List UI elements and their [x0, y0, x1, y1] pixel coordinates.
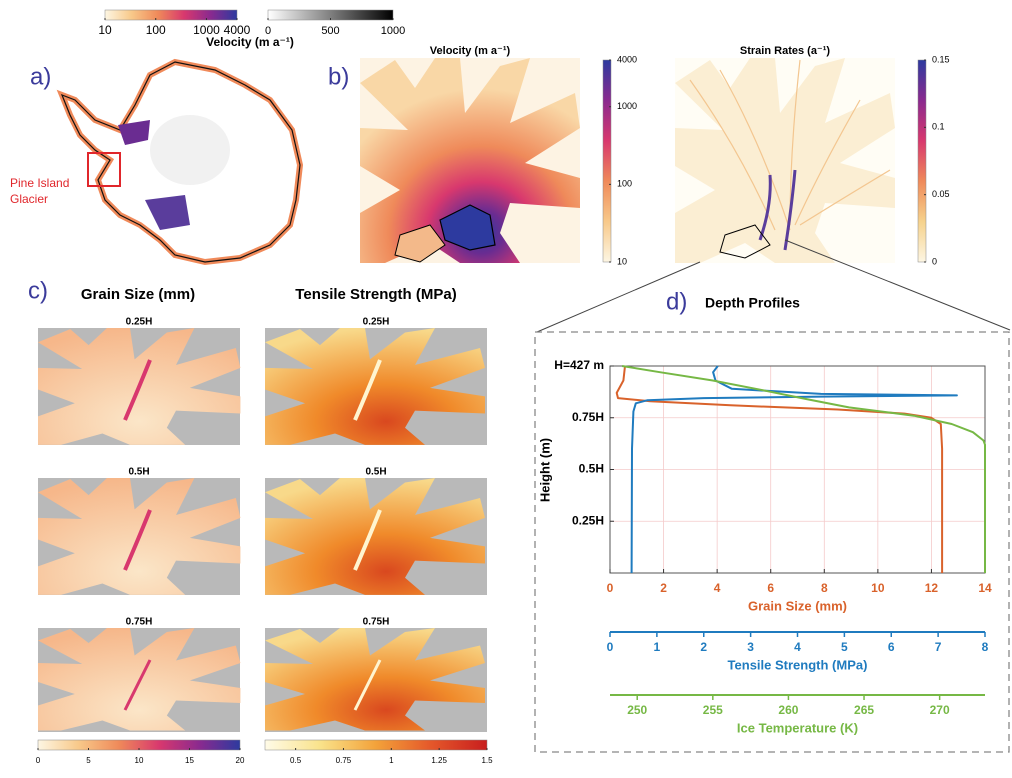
- x-tick-label: 1: [654, 640, 661, 654]
- strain-rate-map: [675, 58, 895, 263]
- x-tick-label: 260: [778, 703, 798, 717]
- y-tick-label: H=427 m: [554, 358, 604, 372]
- colorbar-tick-label: 15: [185, 756, 194, 765]
- colorbar-tick-label: 500: [321, 25, 339, 37]
- x-tick-label: 3: [747, 640, 754, 654]
- colorbar-tick-label: 4000: [617, 54, 637, 64]
- map-row-title: 0.75H: [126, 617, 153, 628]
- x-tick-label: 5: [841, 640, 848, 654]
- colorbar-tick-label: 0: [36, 756, 41, 765]
- x-tick-label: 250: [627, 703, 647, 717]
- colorbar-tick-label: 0.1: [932, 122, 945, 132]
- colorbar-tick-label: 1.25: [431, 756, 447, 765]
- colorbar-tick-label: 10: [617, 256, 627, 266]
- x-tick-label: 12: [925, 581, 939, 595]
- x-tick-label: 6: [888, 640, 895, 654]
- velocity-colorbar-title: Velocity (m a⁻¹): [206, 35, 294, 49]
- x-axis-title: Grain Size (mm): [748, 598, 847, 613]
- column-title: Grain Size (mm): [81, 286, 195, 303]
- x-tick-label: 8: [821, 581, 828, 595]
- x-tick-label: 8: [982, 640, 989, 654]
- map-row-title: 0.75H: [363, 617, 390, 628]
- colorbar-tick-label: 1.5: [481, 756, 493, 765]
- chart-title: Depth Profiles: [705, 295, 800, 311]
- colorbar: [918, 60, 926, 262]
- grain-size-maps: [38, 328, 240, 732]
- x-tick-label: 270: [930, 703, 950, 717]
- colorbar-tick-label: 100: [617, 179, 632, 189]
- colorbar-tick-label: 5: [86, 756, 91, 765]
- x-tick-label: 4: [714, 581, 721, 595]
- column-title: Tensile Strength (MPa): [295, 286, 456, 303]
- x-tick-label: 255: [703, 703, 723, 717]
- y-tick-label: 0.75H: [572, 410, 604, 424]
- x-tick-label: 4: [794, 640, 801, 654]
- y-axis-title: Height (m): [537, 438, 552, 502]
- x-tick-label: 265: [854, 703, 874, 717]
- map-row-title: 0.25H: [363, 317, 390, 328]
- map-title: Strain Rates (a⁻¹): [740, 45, 830, 57]
- x-tick-label: 0: [607, 640, 614, 654]
- colorbar-tick-label: 0.05: [932, 189, 950, 199]
- x-tick-label: 2: [660, 581, 667, 595]
- colorbar-tick-label: 4000: [224, 23, 251, 37]
- x-tick-label: 10: [871, 581, 885, 595]
- colorbar: [265, 740, 487, 750]
- panel-label: d): [666, 288, 687, 315]
- y-tick-label: 0.5H: [579, 462, 604, 476]
- y-tick-label: 0.25H: [572, 513, 604, 527]
- annotation: Glacier: [10, 192, 48, 206]
- colorbar-tick-label: 100: [146, 23, 166, 37]
- x-tick-label: 14: [978, 581, 992, 595]
- annotation: Pine Island: [10, 176, 69, 190]
- colorbar-tick-label: 0.5: [290, 756, 302, 765]
- panel-label: c): [28, 277, 48, 304]
- x-axis-title: Ice Temperature (K): [737, 720, 858, 735]
- colorbar-tick-label: 0: [932, 256, 937, 266]
- panel-label: a): [30, 63, 51, 90]
- colorbar: [603, 60, 611, 262]
- map-title: Velocity (m a⁻¹): [430, 45, 511, 57]
- figure: Velocity (m a⁻¹) a) Pine Island Glacier …: [0, 0, 1012, 778]
- x-tick-label: 0: [607, 581, 614, 595]
- tensile-strength-maps: [265, 328, 487, 732]
- x-axis-title: Tensile Strength (MPa): [728, 657, 868, 672]
- panel-label: b): [328, 63, 349, 90]
- colorbar-tick-label: 0.15: [932, 54, 950, 64]
- x-tick-label: 7: [935, 640, 942, 654]
- map-row-title: 0.25H: [126, 317, 153, 328]
- antarctica-map: [62, 62, 300, 262]
- colorbar-tick-label: 0: [265, 25, 271, 37]
- colorbar-tick-label: 0.75: [336, 756, 352, 765]
- velocity-map: [360, 58, 580, 263]
- colorbar-tick-label: 10: [98, 23, 112, 37]
- x-tick-label: 2: [700, 640, 707, 654]
- colorbar-tick-label: 10: [135, 756, 144, 765]
- x-tick-label: 6: [767, 581, 774, 595]
- colorbar-tick-label: 1000: [617, 101, 637, 111]
- colorbar-tick-label: 20: [236, 756, 245, 765]
- colorbar-tick-label: 1000: [381, 25, 405, 37]
- colorbar: [105, 10, 237, 20]
- map-row-title: 0.5H: [128, 467, 149, 478]
- colorbar-tick-label: 1000: [193, 23, 220, 37]
- colorbar-tick-label: 1: [389, 756, 394, 765]
- map-row-title: 0.5H: [365, 467, 386, 478]
